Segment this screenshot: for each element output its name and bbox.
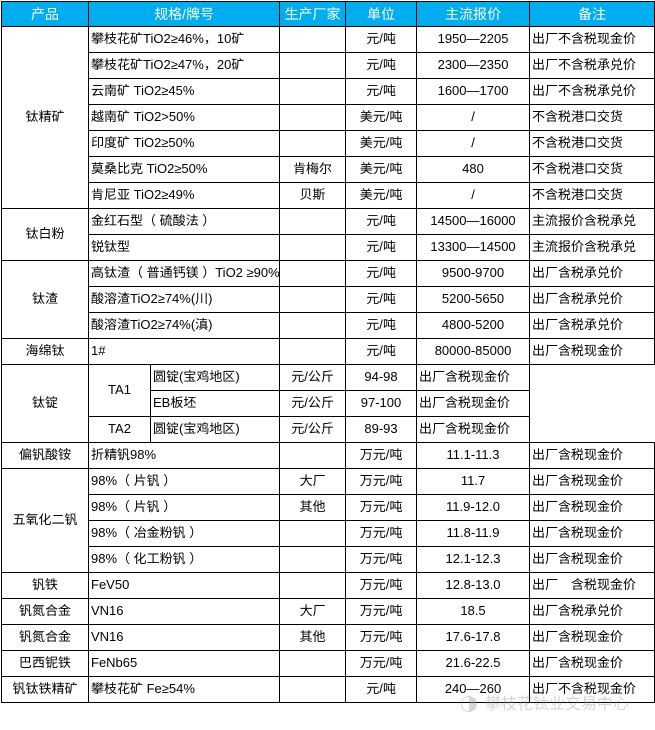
svg-text:攀枝花钛业交易中心: 攀枝花钛业交易中心 bbox=[485, 694, 629, 714]
